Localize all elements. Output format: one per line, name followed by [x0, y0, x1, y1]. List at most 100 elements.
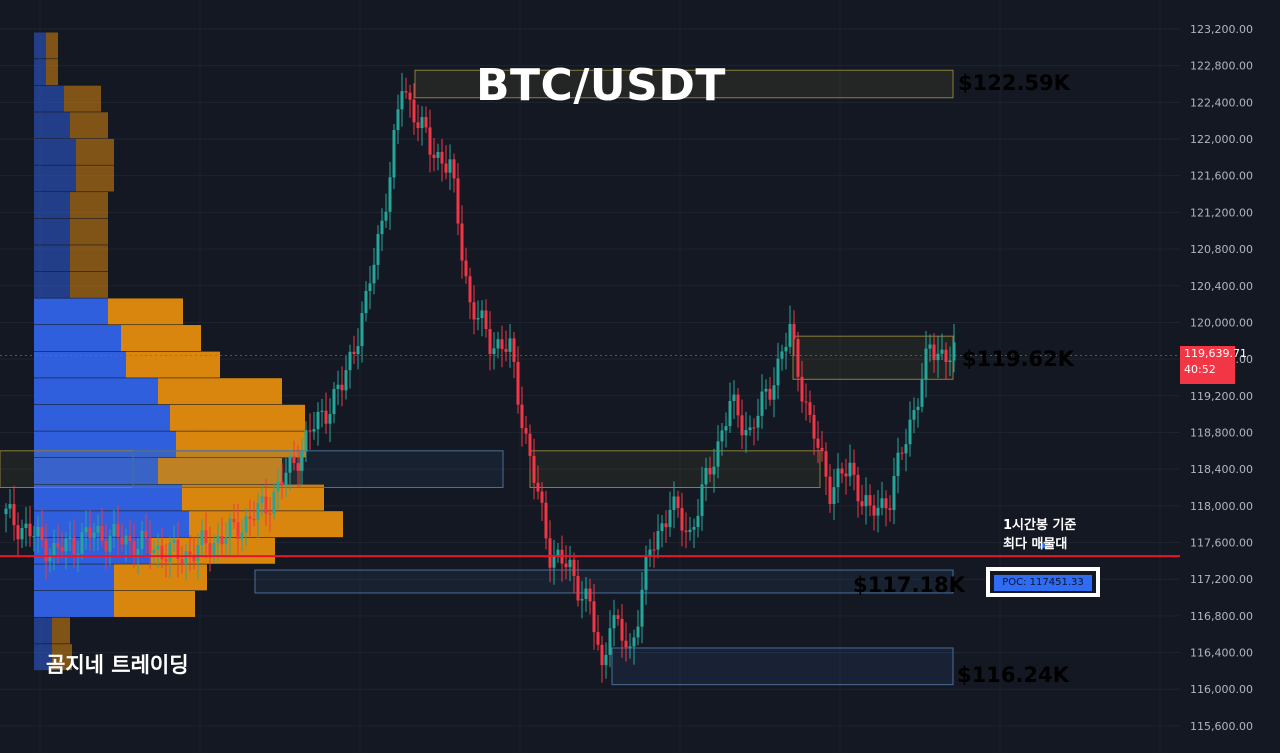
candle-body [640, 589, 644, 627]
candle-body [760, 391, 764, 416]
candle-body [892, 476, 896, 510]
y-tick-label: 120,000.00 [1190, 316, 1253, 329]
candle-body [724, 426, 728, 431]
candle-body [20, 528, 24, 540]
level-label-117k: $117.18K [853, 573, 965, 597]
candle-body [72, 537, 76, 555]
volume-bar-down [70, 245, 108, 272]
candle-body [620, 618, 624, 641]
poc-label[interactable]: POC: 117451.33 [994, 575, 1092, 591]
candle-body [436, 151, 440, 158]
volume-bar-up [34, 404, 170, 431]
candle-body [208, 543, 212, 555]
candle-body [592, 601, 596, 633]
brand-watermark: 곰지네 트레이딩 [46, 653, 189, 677]
candle-body [728, 400, 732, 427]
candle-body [348, 351, 352, 371]
candle-body [688, 529, 692, 532]
candle-body [452, 159, 456, 179]
volume-bar-down [64, 85, 101, 112]
chart-title: BTC/USDT [476, 60, 726, 111]
level-text: $119.62K [962, 347, 1074, 371]
price-zone [792, 335, 954, 380]
y-tick-label: 122,000.00 [1190, 133, 1253, 146]
candle-body [124, 535, 128, 545]
candle-body [376, 234, 380, 265]
candle-body [28, 523, 32, 537]
candle-body [896, 452, 900, 477]
candle-body [356, 346, 360, 355]
candle-body [116, 524, 120, 538]
candle-body [304, 430, 308, 451]
volume-bar-down [114, 564, 207, 591]
candle-body [588, 588, 592, 602]
volume-bar-down [158, 457, 282, 484]
annotation-line-1: 1시간봉 기준 [1003, 518, 1077, 533]
candle-body [752, 427, 756, 429]
candle-body [144, 530, 148, 538]
candle-body [64, 538, 68, 552]
candle-body [676, 496, 680, 509]
volume-bar-down [70, 271, 108, 298]
volume-bar-down [176, 431, 306, 458]
candle-body [732, 394, 736, 401]
candle-body [820, 447, 824, 452]
candle-body [396, 109, 400, 131]
candle-body [564, 563, 568, 568]
candle-body [808, 402, 812, 415]
volume-bar-up [34, 431, 176, 458]
candle-body [544, 502, 548, 539]
volume-bar-down [52, 644, 72, 671]
level-label-119k: $119.62K [962, 347, 1074, 371]
candle-body [104, 540, 108, 552]
volume-bar-down [158, 378, 282, 405]
annotation-line-2: 최다 매물대 [1003, 537, 1068, 552]
volume-bar-up [34, 617, 52, 644]
candle-body [352, 351, 356, 355]
volume-bar-up [34, 112, 70, 139]
price-lines [0, 354, 1180, 558]
candle-body [324, 410, 328, 424]
volume-bar-up [34, 590, 114, 617]
candle-body [692, 527, 696, 530]
candle-body [316, 411, 320, 430]
candle-body [488, 328, 492, 355]
volume-bar-down [170, 404, 305, 431]
candle-body [476, 318, 480, 320]
volume-bar-down [182, 484, 324, 511]
candle-body [492, 348, 496, 355]
y-tick-label: 122,400.00 [1190, 96, 1253, 109]
y-tick-label: 123,200.00 [1190, 23, 1253, 36]
candle-body [456, 178, 460, 224]
candle-body [300, 450, 304, 471]
candle-body [596, 632, 600, 645]
candle-body [868, 495, 872, 506]
candle-body [628, 646, 632, 648]
candle-body [424, 117, 428, 128]
y-tick-label: 117,600.00 [1190, 537, 1253, 550]
candle-body [184, 551, 188, 565]
candle-body [120, 537, 124, 545]
candle-body [328, 414, 332, 424]
candle-body [600, 644, 604, 666]
y-tick-label: 115,600.00 [1190, 720, 1253, 733]
candle-body [864, 495, 868, 507]
candle-body [924, 348, 928, 380]
y-tick-label: 119,200.00 [1190, 390, 1253, 403]
candle-body [704, 467, 708, 485]
candle-body [524, 428, 528, 434]
candle-body [68, 537, 72, 539]
candle-body [468, 276, 472, 303]
price-axis[interactable]: 123,200.00 122,800.00 122,400.00 122,000.00… [1190, 23, 1253, 733]
candle-body [432, 154, 436, 158]
candle-body [308, 430, 312, 432]
candle-body [192, 554, 196, 562]
candle-body [400, 91, 404, 110]
candle-body [404, 91, 408, 93]
candle-body [180, 559, 184, 565]
candle-body [176, 539, 180, 560]
candle-body [568, 559, 572, 568]
y-tick-label: 122,800.00 [1190, 60, 1253, 73]
